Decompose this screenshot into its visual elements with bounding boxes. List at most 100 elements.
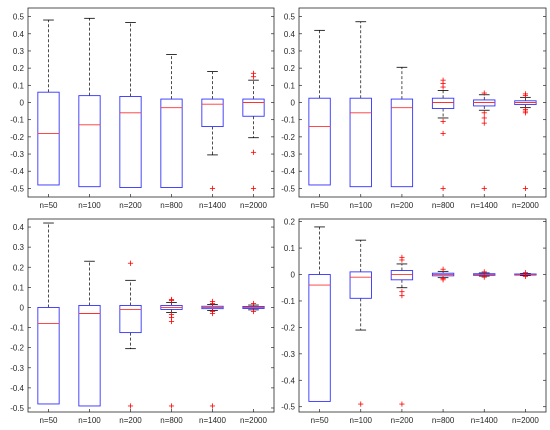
box-iqr bbox=[390, 270, 414, 281]
axes-frame bbox=[27, 218, 275, 413]
boxplot-n=1400 bbox=[473, 269, 496, 280]
outlier-marker bbox=[481, 110, 487, 116]
box-iqr bbox=[201, 98, 224, 128]
boxplot-n=1400 bbox=[201, 71, 224, 192]
xtick-label: n=200 bbox=[391, 201, 414, 210]
outlier-marker bbox=[522, 273, 529, 279]
xtick-label: n=800 bbox=[432, 201, 455, 210]
outlier-marker bbox=[481, 90, 487, 96]
boxplot-n=800 bbox=[160, 53, 183, 189]
outlier-marker bbox=[209, 403, 216, 409]
box-iqr bbox=[119, 304, 142, 334]
xtick-label: n=2000 bbox=[512, 416, 539, 425]
axes-frame bbox=[298, 218, 547, 413]
xtick-label: n=800 bbox=[160, 201, 183, 210]
box-iqr bbox=[78, 304, 101, 407]
ytick-label: -0.3 bbox=[10, 150, 24, 159]
boxplot-n=2000 bbox=[242, 70, 265, 192]
panel-bottom-left: -0.5 -0.4 -0.3 -0.2 -0.1 0 0.1 0.2 0.3 0.4 n=50 n=1… bbox=[10, 218, 275, 425]
boxplot-n=50 bbox=[308, 29, 331, 186]
outlier-marker bbox=[127, 403, 134, 409]
ytick-label: -0.1 bbox=[281, 297, 295, 306]
boxplot-n=800 bbox=[431, 77, 455, 192]
ytick-label: -0.1 bbox=[10, 116, 24, 125]
boxplot-n=50 bbox=[37, 222, 60, 405]
box-iqr bbox=[431, 97, 455, 109]
ytick-label: -0.2 bbox=[281, 133, 295, 142]
outlier-marker bbox=[440, 84, 446, 90]
outlier-marker bbox=[399, 401, 405, 407]
outlier-marker bbox=[358, 401, 364, 407]
xtick-label: n=200 bbox=[119, 201, 142, 210]
outlier-marker bbox=[440, 118, 446, 124]
xtick-label: n=50 bbox=[39, 201, 58, 210]
boxplot-n=200 bbox=[119, 22, 142, 189]
xtick-label: n=100 bbox=[350, 201, 373, 210]
outlier-marker bbox=[250, 300, 257, 307]
outlier-marker bbox=[522, 185, 529, 192]
boxplot-n=200 bbox=[119, 260, 142, 409]
boxplot-n=100 bbox=[349, 239, 372, 407]
ytick-label: 0.1 bbox=[284, 81, 296, 90]
outlier-marker bbox=[250, 185, 257, 192]
outlier-marker bbox=[209, 185, 216, 192]
outlier-marker bbox=[481, 185, 487, 192]
xtick-label: n=50 bbox=[39, 416, 58, 425]
ytick-label: 0.3 bbox=[284, 47, 296, 56]
boxplot-n=100 bbox=[78, 260, 101, 407]
ytick-label: 0 bbox=[20, 303, 25, 312]
ytick-label: -0.3 bbox=[10, 364, 24, 373]
box-iqr bbox=[349, 271, 372, 299]
boxplot-n=1400 bbox=[473, 90, 496, 192]
ytick-label: 0.4 bbox=[284, 30, 296, 39]
boxplot-n=100 bbox=[349, 21, 372, 188]
ytick-label: -0.5 bbox=[10, 404, 24, 413]
outlier-marker bbox=[440, 266, 446, 272]
box-iqr bbox=[242, 98, 265, 117]
box-iqr bbox=[390, 98, 414, 188]
ytick-label: 0.1 bbox=[13, 283, 25, 292]
ytick-label: -0.2 bbox=[281, 323, 295, 332]
ytick-label: 0.2 bbox=[284, 64, 296, 73]
xtick-label: n=2000 bbox=[512, 201, 539, 210]
outlier-marker bbox=[481, 274, 487, 280]
ytick-label: 0.4 bbox=[13, 30, 25, 39]
outlier-marker bbox=[399, 257, 405, 263]
ytick-label: -0.4 bbox=[10, 167, 24, 176]
xtick-label: n=2000 bbox=[240, 201, 267, 210]
outlier-marker bbox=[168, 318, 175, 325]
ytick-label: -0.4 bbox=[10, 384, 24, 393]
box-iqr bbox=[308, 274, 331, 402]
xtick-label: n=1400 bbox=[471, 201, 498, 210]
ytick-label: 0.3 bbox=[13, 47, 25, 56]
xtick-label: n=100 bbox=[78, 416, 101, 425]
xtick-label: n=1400 bbox=[199, 201, 226, 210]
ytick-label: -0.5 bbox=[281, 184, 295, 193]
ytick-label: 0 bbox=[291, 99, 296, 108]
outlier-marker bbox=[440, 185, 446, 192]
ytick-label: -0.4 bbox=[281, 376, 295, 385]
box-iqr bbox=[37, 307, 60, 405]
xtick-label: n=2000 bbox=[240, 416, 267, 425]
xtick-label: n=800 bbox=[432, 416, 455, 425]
ytick-label: -0.5 bbox=[281, 403, 295, 412]
ytick-label: -0.2 bbox=[10, 344, 24, 353]
boxplot-n=200 bbox=[390, 254, 414, 407]
outlier-marker bbox=[481, 120, 487, 126]
boxplot-n=200 bbox=[390, 66, 414, 188]
ytick-label: 0.1 bbox=[13, 81, 25, 90]
outlier-marker bbox=[440, 130, 446, 137]
box-iqr bbox=[349, 97, 372, 188]
ytick-label: -0.3 bbox=[281, 150, 295, 159]
axes-frame bbox=[298, 7, 547, 198]
outlier-marker bbox=[522, 110, 529, 116]
panel-top-left: -0.5 -0.4 -0.3 -0.2 -0.1 0 0.1 0.2 0.3 0.4 0.5 n=50… bbox=[10, 7, 275, 210]
outlier-marker bbox=[250, 149, 257, 155]
xtick-label: n=100 bbox=[78, 201, 101, 210]
outlier-marker bbox=[481, 269, 487, 275]
boxplot-n=50 bbox=[308, 226, 331, 402]
ytick-label: 0.3 bbox=[13, 243, 25, 252]
box-iqr bbox=[78, 95, 101, 188]
ytick-label: 0 bbox=[291, 271, 296, 280]
